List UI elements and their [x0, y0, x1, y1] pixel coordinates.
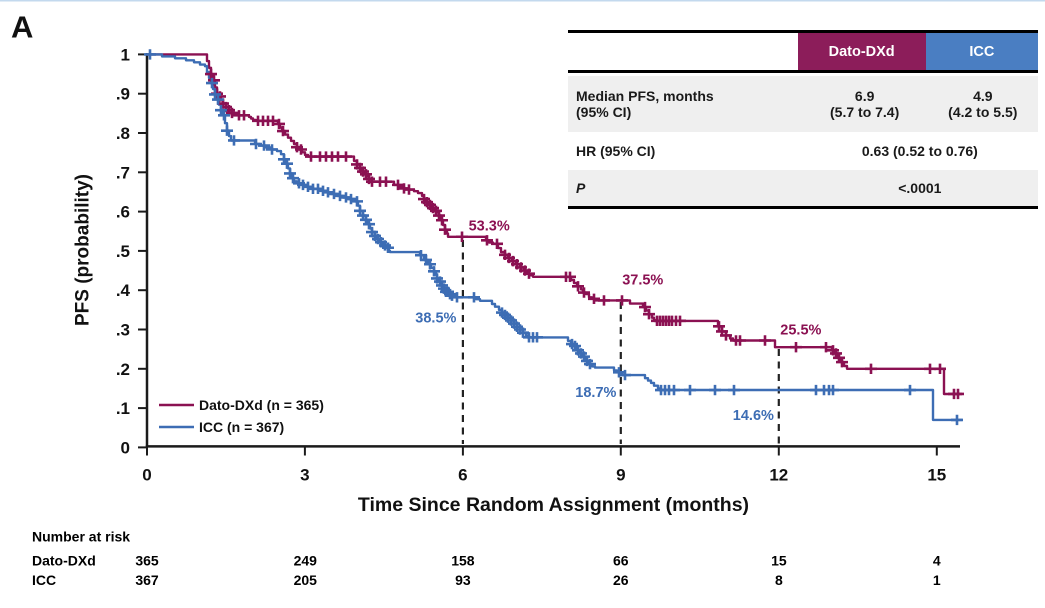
svg-text:14.6%: 14.6% [733, 408, 774, 424]
svg-text:.7: .7 [116, 163, 130, 182]
svg-text:Dato-DXd: Dato-DXd [32, 552, 96, 568]
svg-text:3: 3 [300, 466, 309, 485]
svg-text:0: 0 [142, 466, 151, 485]
svg-text:PFS (probability): PFS (probability) [73, 174, 94, 326]
svg-text:93: 93 [455, 572, 471, 588]
svg-text:1: 1 [933, 572, 941, 588]
svg-text:66: 66 [613, 552, 629, 568]
svg-text:4: 4 [933, 552, 941, 568]
svg-text:A: A [11, 10, 33, 45]
svg-text:25.5%: 25.5% [780, 323, 821, 339]
svg-text:18.7%: 18.7% [575, 385, 616, 401]
svg-text:Dato-DXd (n = 365): Dato-DXd (n = 365) [199, 397, 324, 413]
svg-text:ICC (n = 367): ICC (n = 367) [199, 419, 284, 435]
svg-text:8: 8 [775, 572, 783, 588]
svg-text:53.3%: 53.3% [469, 219, 510, 235]
svg-text:9: 9 [616, 466, 625, 485]
svg-text:Time Since Random Assignment (: Time Since Random Assignment (months) [358, 494, 749, 516]
svg-text:.4: .4 [116, 281, 131, 300]
svg-text:0: 0 [121, 438, 130, 457]
svg-text:.6: .6 [116, 203, 130, 222]
svg-text:249: 249 [294, 552, 318, 568]
svg-text:Number at risk: Number at risk [32, 529, 130, 545]
svg-text:365: 365 [135, 552, 159, 568]
svg-text:38.5%: 38.5% [415, 310, 456, 326]
svg-text:.2: .2 [116, 360, 130, 379]
svg-text:37.5%: 37.5% [622, 273, 663, 289]
svg-text:1: 1 [121, 45, 130, 64]
svg-text:26: 26 [613, 572, 629, 588]
svg-text:205: 205 [294, 572, 318, 588]
svg-text:15: 15 [927, 466, 946, 485]
svg-text:367: 367 [135, 572, 159, 588]
svg-text:.9: .9 [116, 85, 130, 104]
svg-text:.8: .8 [116, 124, 130, 143]
svg-text:6: 6 [458, 466, 467, 485]
svg-text:12: 12 [769, 466, 788, 485]
svg-text:.5: .5 [116, 242, 130, 261]
svg-text:.1: .1 [116, 399, 130, 418]
svg-text:15: 15 [771, 552, 787, 568]
svg-text:ICC: ICC [32, 572, 56, 588]
svg-text:158: 158 [451, 552, 475, 568]
svg-text:.3: .3 [116, 321, 130, 340]
